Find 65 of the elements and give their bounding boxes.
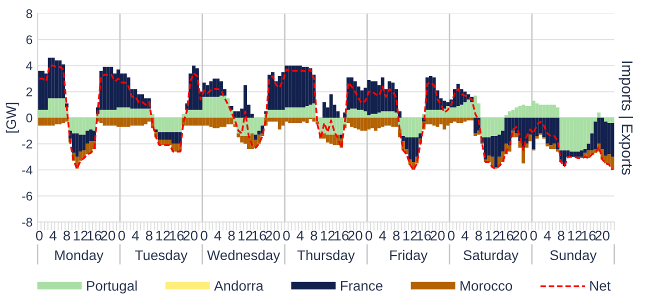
- x-tick-label: 4: [544, 230, 551, 240]
- x-tick-label: 16: [252, 230, 266, 241]
- x-tick-label: 8: [393, 230, 400, 241]
- text: Friday: [390, 250, 428, 263]
- x-tick-label: 12: [486, 230, 500, 240]
- y-tick-label: -6: [22, 192, 32, 201]
- x-tick-label: 16: [170, 230, 184, 241]
- x-tick-label: 0: [118, 230, 126, 241]
- legend-label: Portugal: [87, 280, 137, 294]
- text: Thursday: [297, 250, 355, 263]
- x-tick-label: 12: [320, 230, 335, 240]
- x-tick-label: 8: [558, 230, 564, 241]
- x-tick-label: 12: [403, 230, 418, 240]
- legend-label: France: [340, 281, 382, 291]
- x-tick-label: 20: [430, 230, 445, 241]
- legend-label: Andorra: [214, 280, 264, 291]
- y-tick-label: -2: [22, 140, 32, 148]
- x-tick-label: 16: [500, 230, 514, 241]
- x-tick-label: 0: [366, 230, 372, 241]
- x-tick-label: 16: [582, 230, 596, 241]
- x-tick-label: 12: [568, 230, 582, 240]
- legend-label: Net: [590, 281, 611, 291]
- x-tick-label: 12: [74, 230, 88, 240]
- text: Sunday: [550, 250, 597, 263]
- y-tick-label: 2: [26, 87, 32, 96]
- text: Saturday: [464, 250, 518, 263]
- x-tick-label: 20: [512, 230, 528, 241]
- x-tick-label: 20: [348, 230, 362, 241]
- x-tick-label: 0: [200, 230, 208, 241]
- x-tick-label: 20: [595, 230, 610, 241]
- y-tick-label: 0: [26, 114, 32, 122]
- x-tick-label: 4: [461, 230, 468, 240]
- x-tick-label: 16: [417, 230, 431, 241]
- x-tick-label: 20: [183, 230, 198, 241]
- x-tick-label: 4: [296, 230, 304, 240]
- text: Tuesday: [135, 250, 188, 263]
- x-tick-label: 16: [88, 230, 102, 241]
- x-tick-label: 4: [214, 230, 222, 240]
- legend-label: Morocco: [460, 281, 512, 291]
- text: Wednesday: [207, 250, 280, 263]
- x-tick-label: 8: [146, 230, 152, 241]
- x-tick-label: 20: [100, 230, 116, 241]
- x-tick-label: 0: [448, 230, 455, 241]
- y-axis-title: [GW]: [6, 102, 19, 133]
- text: Monday: [55, 250, 104, 263]
- x-tick-label: 8: [475, 230, 482, 241]
- x-tick-label: 4: [379, 230, 386, 240]
- x-tick-label: 16: [334, 230, 349, 241]
- x-tick-label: 12: [156, 230, 170, 240]
- x-tick-label: 0: [36, 230, 43, 241]
- x-tick-label: 8: [228, 230, 235, 241]
- x-tick-label: 20: [266, 230, 280, 241]
- y-tick-label: 6: [26, 35, 32, 44]
- y-tick-label: 4: [26, 62, 32, 70]
- x-tick-label: 4: [132, 230, 139, 240]
- y2-axis-title: Imports | Exports: [618, 62, 633, 175]
- x-tick-label: 8: [64, 230, 70, 241]
- x-tick-label: 12: [238, 230, 252, 240]
- x-tick-label: 8: [310, 230, 318, 241]
- x-tick-label: 4: [49, 230, 56, 240]
- y-tick-label: -4: [22, 166, 32, 174]
- x-tick-label: 0: [530, 230, 537, 241]
- y-tick-label: -8: [22, 218, 32, 227]
- x-tick-label: 0: [283, 230, 290, 241]
- y-tick-label: 8: [26, 9, 32, 18]
